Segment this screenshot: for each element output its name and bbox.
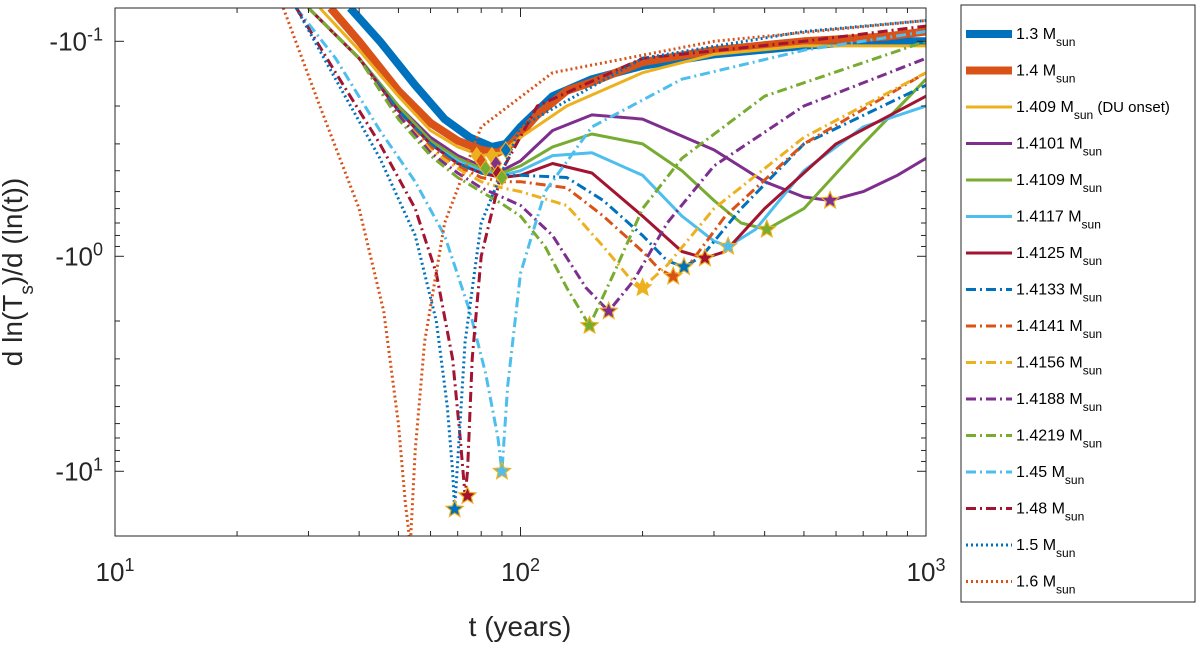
y-axis-label: d ln(Ts)/d (ln(t))	[0, 178, 38, 366]
series-line-15	[281, 8, 926, 536]
star-marker-5	[598, 300, 619, 320]
star-marker-2	[457, 485, 478, 505]
diamond-marker-6	[495, 168, 509, 187]
star-marker-3	[491, 460, 513, 480]
legend-label-6: 1.4125 Msun	[1016, 245, 1102, 268]
legend-label-10: 1.4188 Msun	[1016, 391, 1102, 414]
series-line-7	[307, 8, 926, 269]
legend-label-5: 1.4117 Msun	[1016, 209, 1101, 232]
star-marker-9	[694, 247, 716, 267]
y-tick-label: -100	[55, 239, 103, 271]
x-axis-label: t (years)	[469, 611, 572, 642]
legend: 1.3 Msun 1.4 Msun 1.409 Msun (DU onset) 1.4…	[960, 4, 1196, 603]
star-marker-12	[819, 189, 841, 210]
legend-label-2: 1.409 Msun (DU onset)	[1016, 99, 1170, 122]
legend-label-8: 1.4141 Msun	[1016, 318, 1102, 341]
legend-label-0: 1.3 Msun	[1016, 26, 1075, 49]
x-tick-label: 101	[96, 555, 135, 587]
star-marker-6	[632, 277, 653, 297]
diamond-marker-7	[499, 141, 513, 159]
legend-label-3: 1.4101 Msun	[1016, 136, 1102, 159]
y-tick-label: -10-1	[49, 24, 103, 56]
legend-label-7: 1.4133 Msun	[1016, 282, 1102, 305]
series-line-10	[307, 8, 926, 313]
legend-label-11: 1.4219 Msun	[1016, 428, 1102, 451]
legend-label-13: 1.48 Msun	[1016, 501, 1084, 524]
star-marker-11	[756, 218, 777, 238]
y-tick-label: -101	[55, 454, 103, 486]
x-tick-label: 103	[907, 555, 946, 587]
legend-box	[960, 4, 1196, 603]
diamond-marker-0	[470, 146, 483, 165]
legend-label-4: 1.4109 Msun	[1016, 172, 1102, 195]
legend-label-12: 1.45 Msun	[1016, 464, 1084, 487]
star-marker-10	[717, 235, 739, 255]
legend-label-9: 1.4156 Msun	[1016, 355, 1102, 378]
star-marker-4	[579, 315, 600, 335]
plot-area: 101 102 103 -10-1 -100 -101	[49, 7, 945, 587]
x-tick-label: 102	[501, 555, 540, 587]
series-line-13	[295, 8, 926, 498]
marker-layer	[409, 141, 841, 536]
diamond-marker-2	[479, 159, 492, 178]
series-line-11	[307, 8, 926, 328]
series-line-14	[294, 8, 926, 511]
star-marker-8	[673, 256, 694, 276]
tick-layer: 101 102 103 -10-1 -100 -101	[49, 8, 945, 587]
star-marker-1	[444, 498, 465, 518]
star-marker-0	[409, 534, 411, 536]
legend-label-15: 1.6 Msun	[1016, 574, 1075, 597]
legend-label-1: 1.4 Msun	[1016, 63, 1075, 86]
legend-label-14: 1.5 Msun	[1016, 537, 1075, 560]
